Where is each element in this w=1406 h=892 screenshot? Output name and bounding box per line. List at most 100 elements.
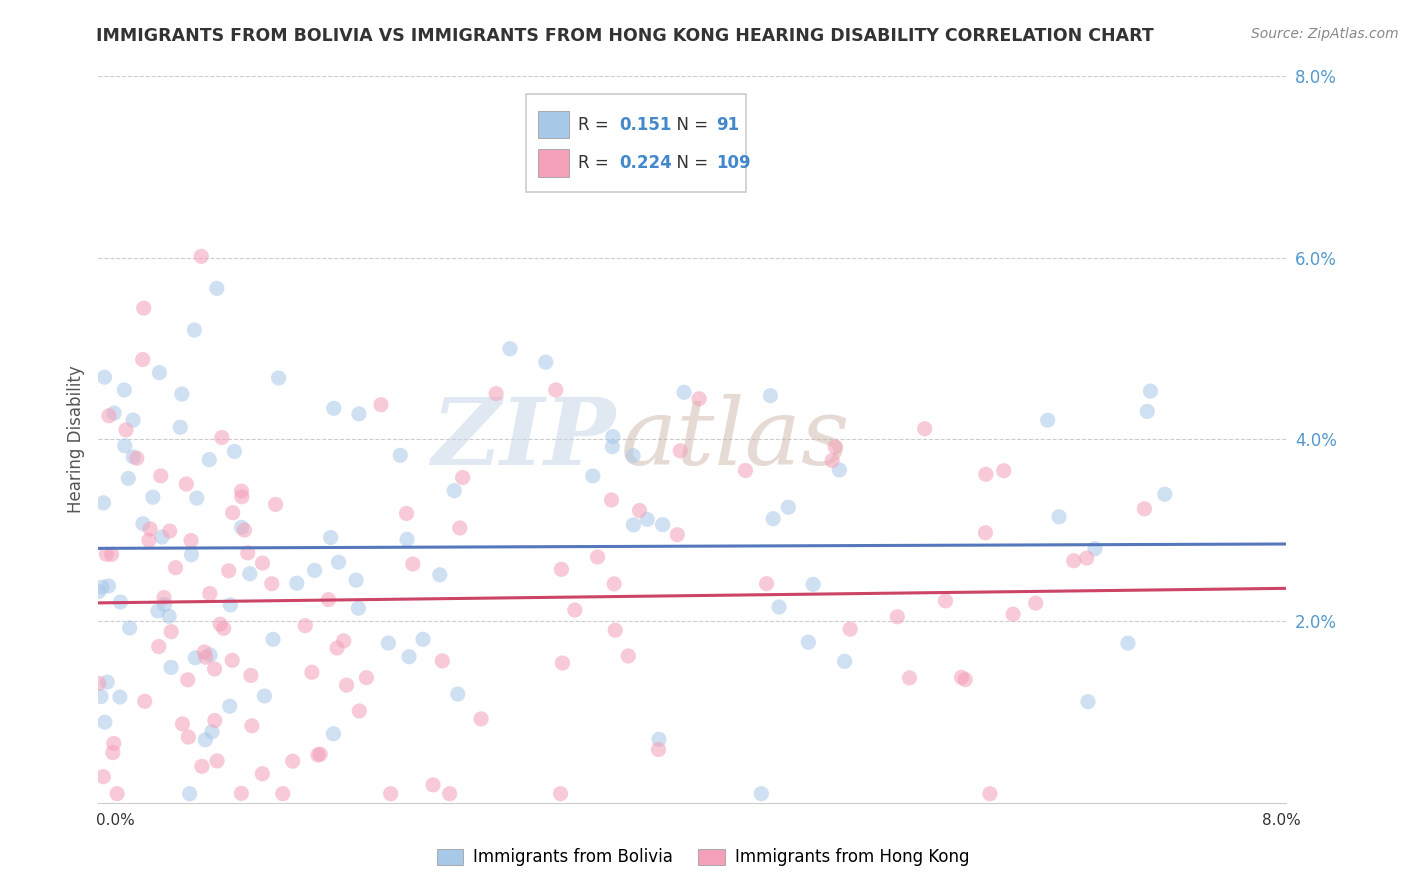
Point [233, 523, 256, 537]
Text: Source: ZipAtlas.com: Source: ZipAtlas.com [1251, 27, 1399, 41]
Point [762, 511, 785, 525]
Point [898, 671, 921, 685]
Point [90, 690, 112, 704]
Point [112, 383, 135, 397]
Point [103, 406, 125, 420]
Point [347, 601, 370, 615]
Point [439, 787, 461, 801]
Point [429, 567, 451, 582]
Point [734, 463, 756, 477]
Point [1077, 695, 1099, 709]
FancyBboxPatch shape [526, 94, 747, 192]
Point [328, 555, 350, 569]
Point [281, 754, 304, 768]
Point [447, 687, 470, 701]
Point [148, 640, 170, 654]
Point [97, 579, 120, 593]
Point [402, 557, 425, 571]
Point [651, 517, 673, 532]
Point [1139, 384, 1161, 398]
Point [221, 653, 243, 667]
Point [239, 566, 262, 581]
Point [304, 563, 326, 577]
Point [974, 467, 997, 482]
Point [617, 648, 640, 663]
Point [778, 500, 800, 515]
Point [550, 787, 572, 801]
Point [1084, 541, 1107, 556]
Point [914, 422, 936, 436]
Point [666, 527, 689, 541]
Text: 91: 91 [716, 116, 740, 134]
Point [110, 595, 132, 609]
Point [602, 429, 624, 443]
Point [114, 439, 136, 453]
Point [1025, 596, 1047, 610]
Point [218, 699, 240, 714]
Point [252, 556, 274, 570]
Point [602, 440, 624, 454]
Point [218, 564, 240, 578]
Point [180, 548, 202, 562]
Point [347, 407, 370, 421]
Point [157, 609, 180, 624]
Point [212, 621, 235, 635]
Point [118, 621, 141, 635]
Point [605, 623, 627, 637]
Point [165, 560, 187, 574]
Point [139, 522, 162, 536]
Text: 0.151: 0.151 [619, 116, 671, 134]
Point [422, 778, 444, 792]
Text: 8.0%: 8.0% [1261, 814, 1301, 828]
Point [186, 491, 208, 505]
Point [170, 387, 193, 401]
Point [544, 383, 567, 397]
Point [824, 440, 846, 454]
Text: 109: 109 [716, 154, 751, 172]
Point [122, 450, 145, 464]
Point [231, 520, 253, 534]
Point [184, 650, 207, 665]
Point [211, 430, 233, 444]
Point [125, 451, 148, 466]
Point [294, 618, 316, 632]
Point [801, 577, 824, 591]
Point [132, 301, 155, 315]
Point [177, 730, 200, 744]
Text: 0.0%: 0.0% [96, 814, 135, 828]
Point [231, 490, 253, 504]
Point [149, 468, 172, 483]
Point [231, 484, 253, 499]
Point [236, 546, 259, 560]
Point [586, 549, 609, 564]
Point [621, 449, 644, 463]
Point [993, 464, 1015, 478]
Point [148, 366, 170, 380]
Y-axis label: Hearing Disability: Hearing Disability [66, 366, 84, 513]
Point [828, 463, 851, 477]
Point [550, 562, 572, 576]
Point [219, 598, 242, 612]
Point [134, 694, 156, 708]
Point [240, 719, 263, 733]
Point [150, 530, 173, 544]
Point [1116, 636, 1139, 650]
Point [271, 787, 294, 801]
Point [94, 715, 117, 730]
Point [91, 580, 114, 594]
Point [93, 496, 115, 510]
Point [485, 386, 508, 401]
Point [96, 547, 118, 561]
Point [396, 533, 419, 547]
Point [583, 147, 606, 161]
Point [190, 249, 212, 263]
Point [582, 469, 605, 483]
Text: R =: R = [578, 154, 614, 172]
Point [205, 281, 228, 295]
Text: IMMIGRANTS FROM BOLIVIA VS IMMIGRANTS FROM HONG KONG HEARING DISABILITY CORRELAT: IMMIGRANTS FROM BOLIVIA VS IMMIGRANTS FR… [96, 27, 1153, 45]
Point [193, 645, 215, 659]
Point [1036, 413, 1059, 427]
Point [377, 636, 399, 650]
Point [309, 747, 332, 761]
Point [669, 443, 692, 458]
